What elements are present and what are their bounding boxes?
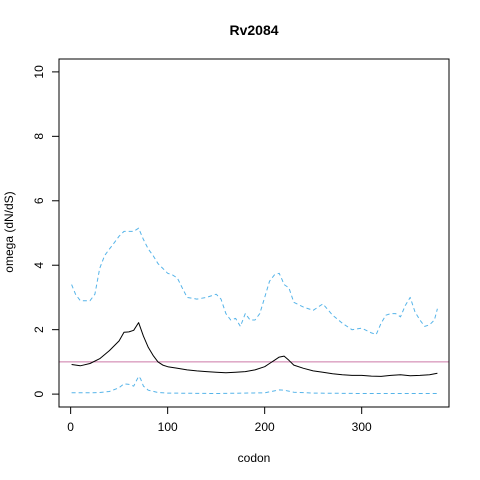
y-tick-label: 6 (32, 197, 46, 204)
series-mean-line (71, 322, 438, 377)
x-tick-label: 300 (352, 420, 372, 434)
chart-title: Rv2084 (229, 22, 278, 38)
y-axis: 0 2 4 6 8 10 (32, 65, 60, 397)
x-tick-label: 100 (158, 420, 178, 434)
y-tick-label: 0 (32, 390, 46, 397)
x-tick-label: 0 (67, 420, 74, 434)
series-upper-line (71, 227, 438, 335)
y-tick-label: 8 (32, 133, 46, 140)
y-axis-label: omega (dN/dS) (2, 191, 16, 272)
x-axis-label: codon (238, 451, 271, 465)
y-tick-label: 2 (32, 326, 46, 333)
x-tick-label: 200 (255, 420, 275, 434)
series-lower-line (71, 375, 438, 394)
plot-layer (59, 227, 449, 394)
plot-frame (58, 58, 450, 408)
y-tick-label: 10 (32, 65, 46, 79)
x-axis: 0 100 200 300 (67, 406, 372, 434)
y-tick-label: 4 (32, 262, 46, 269)
